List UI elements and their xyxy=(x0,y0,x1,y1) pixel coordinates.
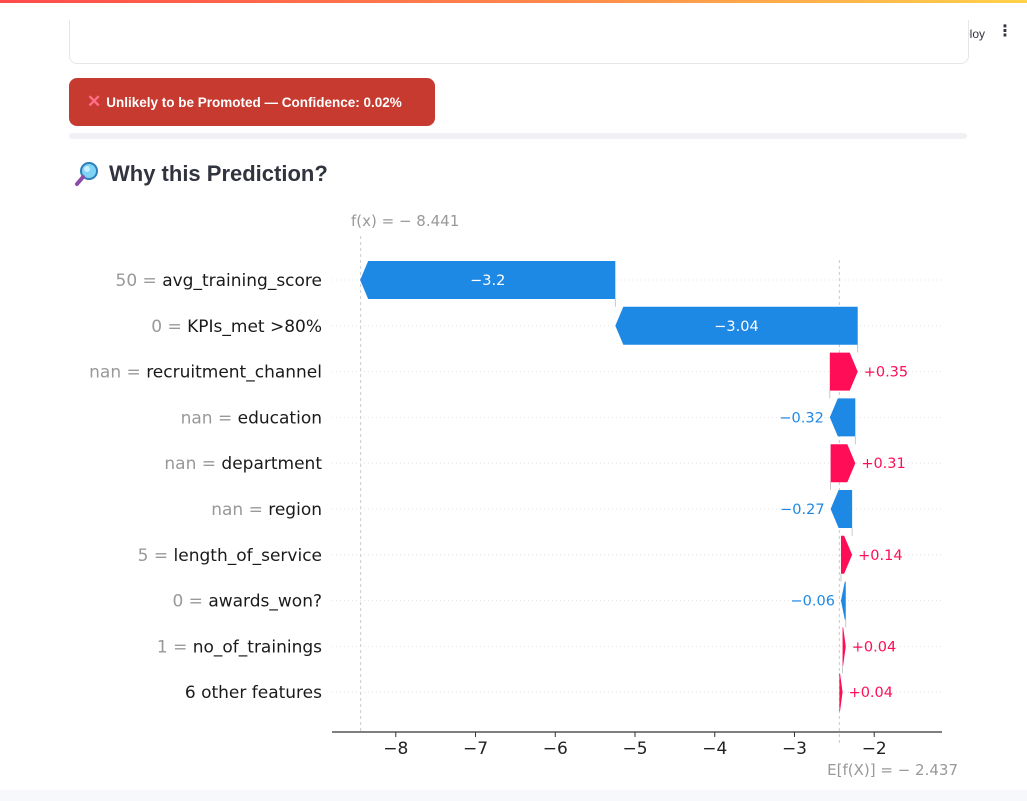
waterfall-bar xyxy=(829,398,856,437)
feature-name: avg_training_score xyxy=(162,271,322,291)
feature-value: 0 = xyxy=(172,592,208,612)
feature-value: 1 = xyxy=(157,637,193,657)
section-divider xyxy=(69,133,967,139)
bar-value-label: −3.04 xyxy=(714,319,758,335)
previous-card xyxy=(69,20,969,64)
section-heading: Why this Prediction? xyxy=(74,161,328,187)
feature-name: length_of_service xyxy=(174,546,322,566)
bar-value-label: +0.04 xyxy=(852,639,896,655)
magnifier-icon xyxy=(75,162,98,186)
feature-name: region xyxy=(268,500,322,520)
waterfall-bar xyxy=(830,444,856,483)
efx-annotation: E[f(X)] = − 2.437 xyxy=(827,761,958,779)
top-accent-bar xyxy=(0,0,1027,3)
x-tick-label: −5 xyxy=(622,739,647,759)
feature-label: 0 = awards_won? xyxy=(172,592,322,612)
x-tick-label: −6 xyxy=(543,739,568,759)
feature-name: awards_won? xyxy=(208,592,322,612)
waterfall-bar xyxy=(829,352,858,391)
bar-value-label: −0.06 xyxy=(791,594,835,610)
bar-value-label: +0.31 xyxy=(861,456,905,472)
feature-name: KPIs_met >80% xyxy=(187,317,322,337)
feature-label: 50 = avg_training_score xyxy=(116,271,323,291)
prediction-alert: ✕ Unlikely to be Promoted — Confidence: … xyxy=(69,78,435,126)
fx-annotation: f(x) = − 8.441 xyxy=(351,212,459,230)
x-tick-label: −2 xyxy=(862,739,887,759)
feature-label: 5 = length_of_service xyxy=(138,546,322,566)
feature-label: 1 = no_of_trainings xyxy=(157,637,322,657)
waterfall-bar xyxy=(840,535,853,574)
waterfall-bar xyxy=(360,261,616,299)
waterfall-bar xyxy=(842,627,846,666)
kebab-icon[interactable]: ⋮ xyxy=(997,21,1013,40)
x-tick-label: −8 xyxy=(383,739,408,759)
x-tick-label: −3 xyxy=(782,739,807,759)
waterfall-bar xyxy=(615,306,858,345)
bar-value-label: −3.2 xyxy=(470,273,505,289)
feature-value: 5 = xyxy=(138,546,174,566)
feature-value: 0 = xyxy=(151,317,187,337)
feature-name: recruitment_channel xyxy=(146,363,322,383)
feature-value: 50 = xyxy=(116,271,163,291)
waterfall-bar xyxy=(840,581,846,620)
bar-value-label: +0.14 xyxy=(858,548,902,564)
bar-value-label: +0.04 xyxy=(849,685,893,701)
feature-value: nan = xyxy=(181,408,238,428)
section-title: Why this Prediction? xyxy=(109,161,328,186)
feature-label: 6 other features xyxy=(185,683,322,703)
feature-label: nan = department xyxy=(164,454,322,474)
bar-value-label: +0.35 xyxy=(864,365,908,381)
feature-value: nan = xyxy=(164,454,221,474)
x-tick-label: −7 xyxy=(463,739,488,759)
feature-label: 0 = KPIs_met >80% xyxy=(151,317,322,337)
waterfall-bar xyxy=(839,673,843,712)
feature-name: education xyxy=(238,408,322,428)
waterfall-bar xyxy=(830,490,853,528)
bar-value-label: −0.27 xyxy=(780,502,824,518)
feature-name: 6 other features xyxy=(185,683,322,703)
feature-name: department xyxy=(221,454,322,474)
feature-value: nan = xyxy=(89,363,146,383)
feature-label: nan = education xyxy=(181,408,322,428)
alert-text: Unlikely to be Promoted — Confidence: 0.… xyxy=(106,94,402,110)
feature-name: no_of_trainings xyxy=(193,637,322,657)
feature-value: nan = xyxy=(211,500,268,520)
x-tick-label: −4 xyxy=(702,739,727,759)
feature-label: nan = region xyxy=(211,500,322,520)
close-icon: ✕ xyxy=(87,92,102,111)
bar-value-label: −0.32 xyxy=(779,410,823,426)
bottom-band xyxy=(0,790,1027,801)
feature-label: nan = recruitment_channel xyxy=(89,363,322,383)
